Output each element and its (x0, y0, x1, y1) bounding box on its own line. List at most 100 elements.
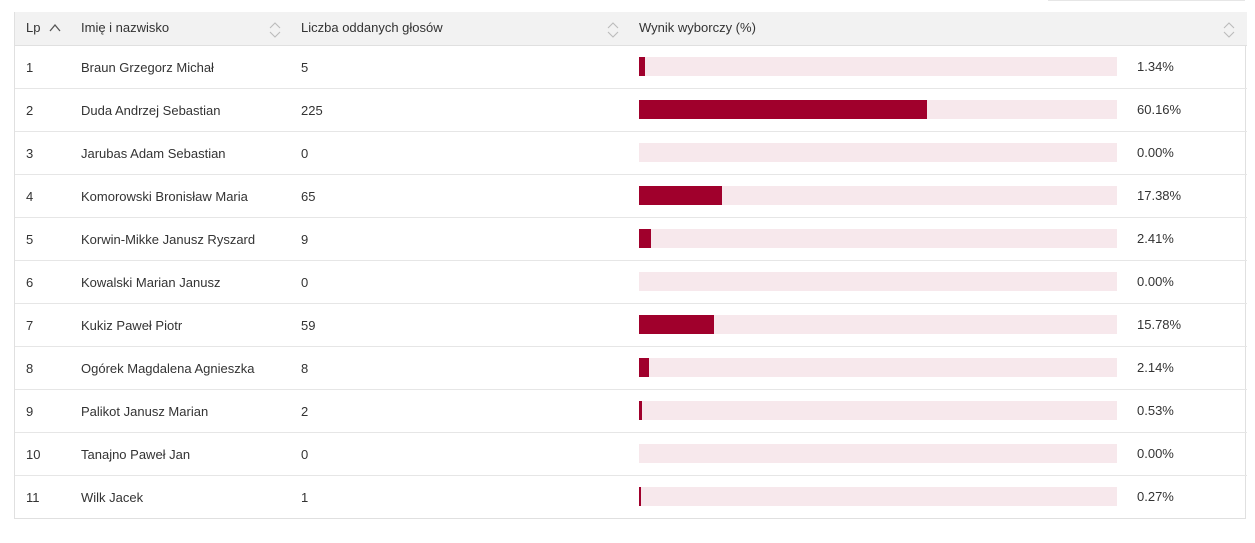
result-bar-fill (639, 100, 927, 119)
cell-result: 1.34% (639, 45, 1247, 89)
sort-both-icon[interactable] (269, 21, 281, 42)
table-row: 8 Ogórek Magdalena Agnieszka 8 2.14% (15, 346, 1247, 390)
table-row: 11 Wilk Jacek 1 0.27% (15, 476, 1247, 519)
sort-both-icon[interactable] (607, 21, 619, 42)
cell-name: Kowalski Marian Janusz (81, 260, 301, 304)
header-votes[interactable]: Liczba oddanych głosów (301, 12, 639, 46)
cell-percent: 0.00% (1137, 274, 1174, 289)
cell-result: 2.41% (639, 217, 1247, 261)
table-row: 9 Palikot Janusz Marian 2 0.53% (15, 389, 1247, 433)
cell-votes: 0 (301, 432, 639, 476)
cell-result: 0.00% (639, 131, 1247, 175)
cell-votes: 65 (301, 174, 639, 218)
result-bar-fill (639, 358, 650, 377)
header-name-label: Imię i nazwisko (81, 20, 170, 35)
cell-percent: 60.16% (1137, 102, 1182, 117)
cell-votes: 9 (301, 217, 639, 261)
cell-lp: 7 (15, 303, 81, 347)
cell-percent: 0.53% (1137, 403, 1174, 418)
header-lp-label: Lp (26, 20, 41, 35)
cell-name: Komorowski Bronisław Maria (81, 174, 301, 218)
cell-result: 0.53% (639, 389, 1247, 433)
result-bar-track (639, 358, 1117, 377)
cell-percent: 2.41% (1137, 231, 1174, 246)
sort-both-icon[interactable] (1223, 21, 1235, 42)
table-row: 4 Komorowski Bronisław Maria 65 17.38% (15, 174, 1247, 218)
cell-votes: 8 (301, 346, 639, 390)
result-bar-track (639, 100, 1117, 119)
result-bar-track (639, 444, 1117, 463)
cell-lp: 11 (26, 489, 40, 505)
table-row: 7 Kukiz Paweł Piotr 59 15.78% (15, 303, 1247, 347)
table-row: 2 Duda Andrzej Sebastian 225 60.16% (15, 88, 1247, 132)
cell-result: 60.16% (639, 88, 1247, 132)
cell-lp: 1 (15, 45, 81, 89)
header-result-label: Wynik wyborczy (%) (639, 20, 756, 35)
cell-votes: 0 (301, 260, 639, 304)
cell-percent: 17.38% (1137, 188, 1182, 203)
cell-name: Duda Andrzej Sebastian (81, 88, 301, 132)
result-bar-track (639, 186, 1117, 205)
cell-votes: 0 (301, 131, 639, 175)
cell-percent: 1.34% (1137, 59, 1174, 74)
result-bar-track (639, 315, 1117, 334)
result-bar-track (639, 272, 1117, 291)
cell-result: 2.14% (639, 346, 1247, 390)
cell-name: Korwin-Mikke Janusz Ryszard (81, 217, 301, 261)
cell-result: 17.38% (639, 174, 1247, 218)
result-bar-fill (639, 229, 651, 248)
table-body: 1 Braun Grzegorz Michał 5 1.34% 2 Duda Andrz… (15, 45, 1247, 519)
cell-percent: 0.27% (1137, 489, 1174, 504)
result-bar-track (639, 143, 1117, 162)
cell-lp: 8 (15, 346, 81, 390)
cell-percent: 15.78% (1137, 317, 1182, 332)
result-bar-fill (639, 315, 715, 334)
result-bar-fill (639, 487, 642, 506)
header-result[interactable]: Wynik wyborczy (%) (639, 12, 1247, 46)
header-lp[interactable]: Lp (15, 12, 81, 46)
cell-votes: 2 (301, 389, 639, 433)
cell-name: Braun Grzegorz Michał (81, 45, 301, 89)
result-bar-track (639, 487, 1117, 506)
cell-name: Jarubas Adam Sebastian (81, 131, 301, 175)
cell-name: Palikot Janusz Marian (81, 389, 301, 433)
cell-lp: 3 (15, 131, 81, 175)
result-bar-fill (639, 57, 646, 76)
cell-name: Ogórek Magdalena Agnieszka (81, 346, 301, 390)
cell-percent: 2.14% (1137, 360, 1174, 375)
cell-lp: 2 (15, 88, 81, 132)
result-bar-track (639, 401, 1117, 420)
cell-percent: 0.00% (1137, 145, 1174, 160)
cell-votes: 225 (301, 88, 639, 132)
cell-percent: 0.00% (1137, 446, 1174, 461)
cell-votes: 59 (301, 303, 639, 347)
cell-votes: 1 (301, 489, 309, 505)
results-table-grid: Lp Imię i nazwisko Liczba oddanych głosó… (15, 12, 1247, 518)
table-header: Lp Imię i nazwisko Liczba oddanych głosó… (15, 12, 1247, 46)
header-name[interactable]: Imię i nazwisko (81, 12, 301, 46)
result-bar-track (639, 57, 1117, 76)
cell-lp: 5 (15, 217, 81, 261)
cell-result: 15.78% (639, 303, 1247, 347)
cell-lp: 9 (15, 389, 81, 433)
cell-lp: 4 (15, 174, 81, 218)
table-row: 3 Jarubas Adam Sebastian 0 0.00% (15, 131, 1247, 175)
cell-lp: 10 (15, 432, 81, 476)
cell-result: 0.00% (639, 432, 1247, 476)
table-row: 1 Braun Grzegorz Michał 5 1.34% (15, 45, 1247, 89)
cell-lp: 6 (15, 260, 81, 304)
sort-ascending-icon[interactable] (49, 21, 61, 36)
cell-name: Kukiz Paweł Piotr (81, 303, 301, 347)
result-bar-track (639, 229, 1117, 248)
cell-name: Wilk Jacek (81, 489, 144, 505)
top-divider (1048, 0, 1245, 1)
table-row: 6 Kowalski Marian Janusz 0 0.00% (15, 260, 1247, 304)
table-row: 10 Tanajno Paweł Jan 0 0.00% (15, 432, 1247, 476)
header-votes-label: Liczba oddanych głosów (301, 20, 443, 35)
cell-votes: 5 (301, 45, 639, 89)
result-bar-fill (639, 401, 642, 420)
result-bar-fill (639, 186, 723, 205)
results-table: Lp Imię i nazwisko Liczba oddanych głosó… (14, 12, 1247, 519)
cell-name: Tanajno Paweł Jan (81, 432, 301, 476)
cell-result: 0.00% (639, 260, 1247, 304)
